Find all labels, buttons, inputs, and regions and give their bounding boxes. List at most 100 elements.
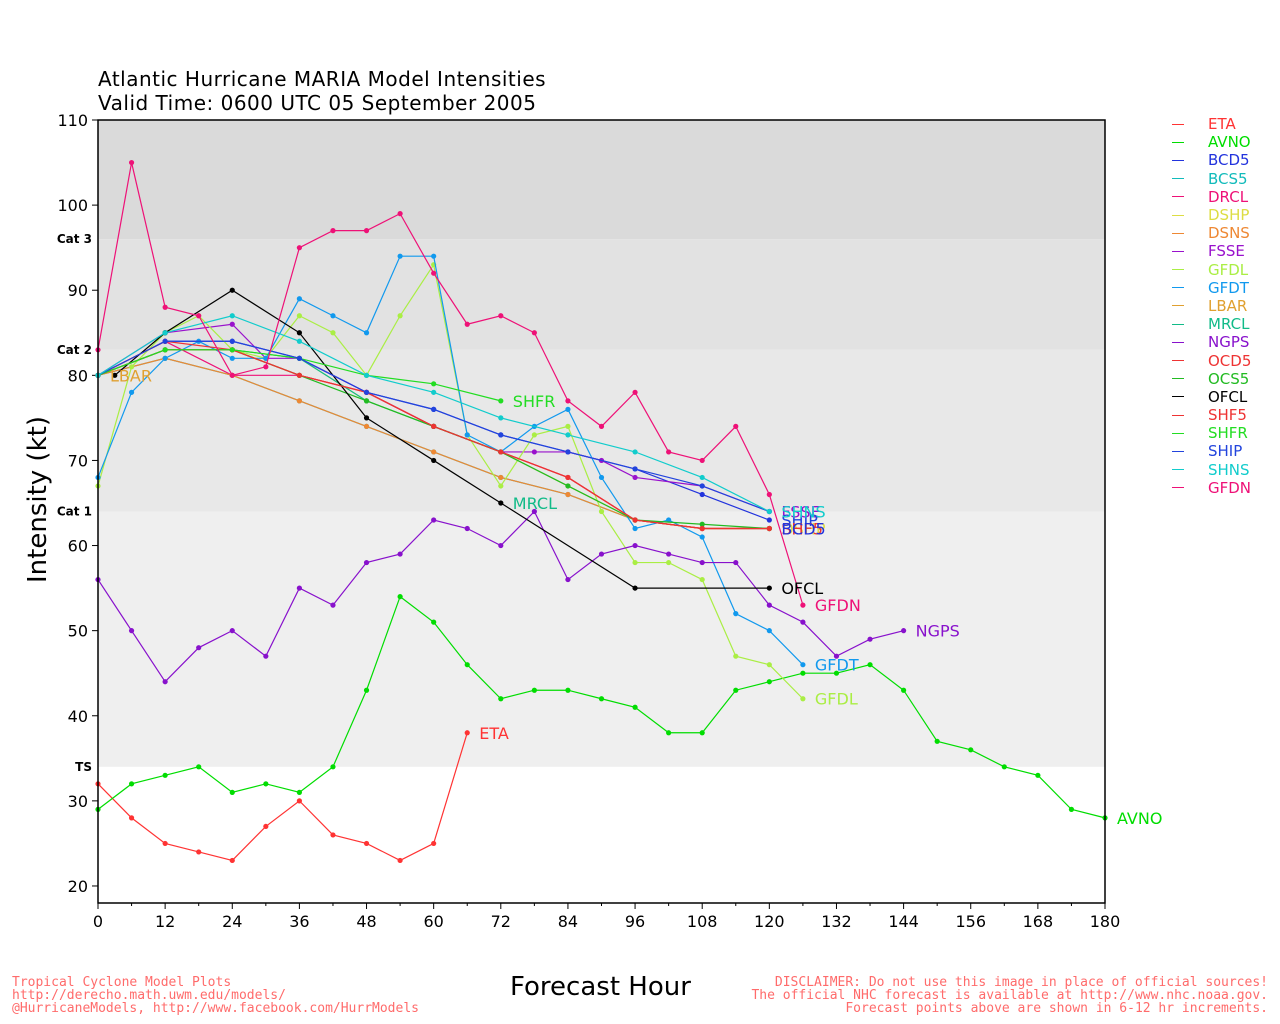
- data-point: [229, 355, 235, 361]
- data-point: [498, 432, 504, 438]
- data-point: [565, 687, 571, 693]
- legend-label: GFDT: [1208, 278, 1249, 297]
- data-point: [296, 585, 302, 591]
- legend-label: DSHP: [1208, 206, 1250, 225]
- data-point: [330, 602, 336, 608]
- y-axis-label: Intensity (kt): [23, 416, 53, 583]
- data-point: [498, 474, 504, 481]
- plot-frame: [97, 119, 1106, 904]
- legend-swatch: [1172, 287, 1184, 289]
- data-point: [699, 483, 705, 489]
- data-point: [766, 491, 772, 498]
- series-end-label: GFDL: [815, 690, 858, 709]
- legend-item-mrcl: MRCL: [1172, 315, 1251, 333]
- data-point: [296, 338, 302, 344]
- series-ngps: [95, 508, 907, 685]
- series-end-label: ETA: [479, 724, 509, 743]
- series-avno: [95, 594, 1108, 821]
- data-point: [632, 449, 638, 455]
- data-point: [296, 398, 302, 404]
- data-point: [632, 389, 638, 395]
- data-point: [296, 789, 302, 795]
- legend-label: FSSE: [1208, 242, 1245, 261]
- data-point: [901, 628, 907, 634]
- data-point: [632, 525, 638, 532]
- axis-ticks: 20 30 40 50 60 70 80 90 100 110 0 12 24 36 48 60 72 84 96 1…: [57, 111, 1120, 931]
- legend-swatch: [1172, 305, 1184, 307]
- series-end-label: LBAR: [110, 366, 152, 385]
- legend-swatch: [1172, 178, 1184, 180]
- data-point: [598, 551, 605, 557]
- data-point: [296, 245, 302, 251]
- data-point: [498, 415, 504, 421]
- data-point: [431, 270, 437, 276]
- data-point: [766, 679, 772, 685]
- data-point: [733, 423, 739, 429]
- data-point: [431, 619, 437, 625]
- data-point: [397, 857, 403, 864]
- legend-label: SHIP: [1208, 442, 1243, 461]
- y-tick-label: 60: [68, 537, 88, 556]
- legend-swatch: [1172, 196, 1184, 198]
- series-end-label: MRCL: [513, 494, 557, 513]
- data-point: [632, 474, 638, 481]
- legend-swatch: [1172, 469, 1184, 471]
- data-point: [330, 764, 336, 770]
- legend-item-shfr: SHFR: [1172, 424, 1251, 442]
- data-point: [431, 381, 437, 387]
- data-point: [666, 517, 672, 523]
- data-point: [464, 525, 470, 532]
- data-point: [733, 653, 739, 659]
- series-eta: [95, 730, 470, 864]
- data-point: [766, 628, 772, 634]
- band-label: Cat 1: [57, 505, 92, 519]
- data-point: [565, 491, 571, 498]
- data-point: [666, 730, 672, 736]
- legend-item-dshp: DSHP: [1172, 206, 1251, 224]
- data-point: [1035, 772, 1041, 778]
- data-point: [363, 330, 370, 336]
- data-point: [363, 228, 370, 234]
- data-point: [229, 347, 235, 353]
- series-group: [95, 159, 1108, 864]
- series-gfdn: [95, 159, 806, 608]
- legend-item-bcs5: BCS5: [1172, 170, 1251, 188]
- data-point: [800, 670, 806, 676]
- data-point: [162, 679, 168, 685]
- data-point: [699, 457, 705, 464]
- data-point: [733, 687, 739, 693]
- data-point: [598, 423, 605, 429]
- legend-item-dsns: DSNS: [1172, 224, 1251, 242]
- legend-label: BCS5: [1208, 169, 1248, 188]
- data-point: [800, 696, 806, 702]
- data-point: [464, 730, 470, 736]
- legend-swatch: [1172, 214, 1184, 216]
- data-point: [632, 585, 638, 591]
- category-bands: TS Cat 1 Cat 2 Cat 3: [57, 120, 1105, 774]
- legend-swatch: [1172, 159, 1184, 161]
- legend-label: LBAR: [1208, 296, 1248, 315]
- data-point: [330, 313, 336, 319]
- legend-item-gfdn: GFDN: [1172, 479, 1251, 497]
- legend-swatch: [1172, 414, 1184, 416]
- series-end-label: DSHP: [781, 520, 826, 539]
- data-point: [330, 832, 336, 838]
- x-tick-label: 144: [888, 912, 919, 931]
- data-point: [296, 296, 302, 302]
- legend-item-eta: ETA: [1172, 115, 1251, 133]
- data-point: [498, 696, 504, 702]
- data-point: [196, 849, 202, 855]
- legend-item-gfdt: GFDT: [1172, 279, 1251, 297]
- data-point: [833, 670, 840, 676]
- series-end-label: OFCL: [781, 579, 823, 598]
- data-point: [128, 628, 135, 634]
- legend-swatch: [1172, 341, 1184, 343]
- legend-swatch: [1172, 250, 1184, 252]
- y-tick-label: 50: [68, 622, 88, 641]
- data-point: [498, 542, 504, 549]
- series-end-label: NGPS: [916, 622, 960, 641]
- data-point: [229, 287, 235, 293]
- data-point: [263, 653, 269, 659]
- data-point: [699, 534, 705, 540]
